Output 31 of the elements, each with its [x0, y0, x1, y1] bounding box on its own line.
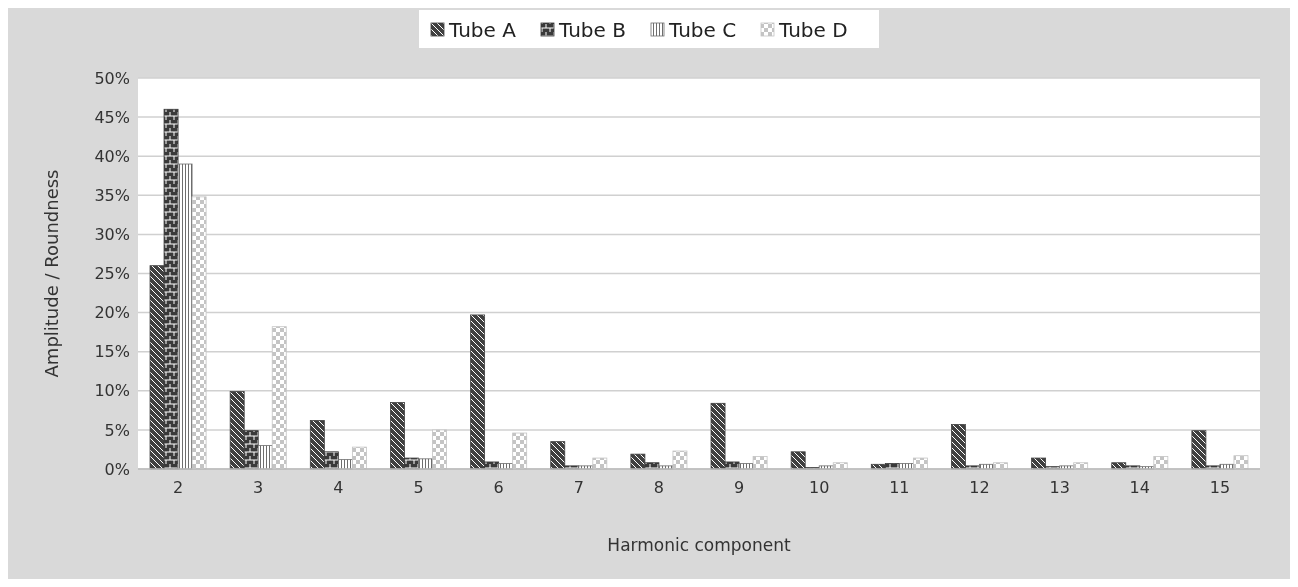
y-tick-label: 30% [94, 225, 130, 244]
x-tick-label: 8 [653, 478, 665, 497]
y-tick-label: 50% [94, 68, 130, 88]
x-tick-label: 9 [733, 478, 745, 497]
x-tick-label: 12 [969, 478, 990, 497]
y-tick-label: 35% [94, 185, 130, 205]
y-tick-label: 45% [94, 107, 130, 127]
legend-label: Tube B [558, 18, 626, 42]
y-tick-label: 25% [94, 264, 130, 284]
x-tick-label: 2 [172, 478, 184, 497]
x-tick-label: 14 [1129, 478, 1150, 497]
legend-label: Tube C [668, 18, 737, 42]
legend-label: Tube A [448, 18, 517, 42]
y-tick-label: 15% [94, 342, 130, 362]
x-tick-label: 15 [1209, 478, 1231, 497]
x-tick-label: 10 [809, 478, 830, 497]
x-tick-label: 5 [413, 478, 424, 497]
x-tick-label: 4 [333, 478, 344, 497]
legend-label: Tube D [778, 18, 848, 42]
y-tick-label: 10% [94, 381, 130, 401]
x-tick-label: 3 [253, 478, 264, 497]
x-tick-label: 13 [1049, 478, 1070, 497]
y-tick-label: 0% [104, 459, 130, 479]
y-tick-label: 20% [94, 303, 130, 323]
y-tick-label: 40% [94, 146, 130, 166]
x-tick-label: 6 [493, 478, 504, 497]
y-tick-label: 5% [104, 420, 130, 440]
x-axis-title: Harmonic component [607, 535, 791, 555]
x-tick-label: 7 [573, 478, 584, 497]
y-axis-title: Amplitude / Roundness [41, 169, 62, 378]
x-tick-label: 11 [889, 478, 910, 497]
